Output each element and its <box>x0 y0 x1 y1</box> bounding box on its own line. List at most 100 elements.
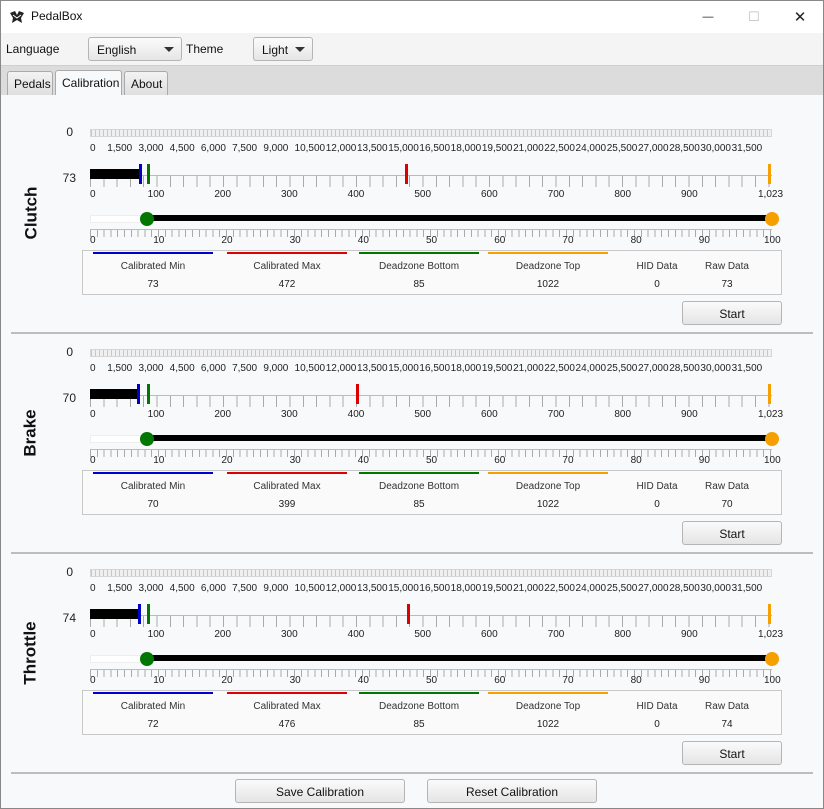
calibration-tick-label: 800 <box>614 189 632 200</box>
start-calibration-button[interactable]: Start <box>682 741 782 765</box>
output-range-high-handle[interactable] <box>765 652 779 666</box>
save-calibration-label: Save Calibration <box>275 785 365 799</box>
deadzone-bottom-header: Deadzone Bottom <box>378 701 460 712</box>
start-calibration-button[interactable]: Start <box>682 301 782 325</box>
calibrated-min-header: Calibrated Min <box>120 261 186 272</box>
deadzone-top-marker[interactable] <box>768 604 772 624</box>
deadzone-bottom-column: Deadzone Bottom 85 <box>359 691 479 736</box>
calibration-level-bar <box>90 609 140 619</box>
deadzone-bottom-marker[interactable] <box>146 384 150 404</box>
calibration-tick-label: 300 <box>281 629 298 640</box>
raw-tick-label: 31,500 <box>731 583 763 594</box>
output-range-low-handle[interactable] <box>139 432 154 446</box>
raw-tick-label: 15,000 <box>388 143 419 154</box>
percentage-tick-label: 60 <box>494 675 506 686</box>
raw-tick-label: 1,500 <box>107 143 133 154</box>
percentage-tick-label: 60 <box>494 235 506 246</box>
percentage-tick-label: 30 <box>289 455 301 466</box>
calibrated-max-marker[interactable] <box>404 164 408 184</box>
calibration-scale-labels: 0 100 200 300 400 500 600 700 800 900 1,023 <box>90 189 783 203</box>
calibration-level-bar <box>90 169 139 179</box>
close-button[interactable]: ✕ <box>777 1 823 33</box>
deadzone-bottom-column: Deadzone Bottom 85 <box>359 251 479 296</box>
raw-tick-label: 22,500 <box>544 583 575 594</box>
raw-tick-label: 13,500 <box>356 143 388 154</box>
tab-about[interactable]: About <box>124 71 168 96</box>
percentage-tick-label: 90 <box>698 455 710 466</box>
raw-slider-track[interactable] <box>90 349 772 357</box>
raw-tick-label: 9,000 <box>263 143 289 154</box>
raw-tick-label: 18,000 <box>450 363 482 374</box>
tab-calibration[interactable]: Calibration <box>55 70 122 97</box>
hid-data-value: 0 <box>654 499 660 510</box>
raw-tick-label: 3,000 <box>138 583 164 594</box>
calibration-tick-label: 800 <box>614 409 632 420</box>
hid-data-header: HID Data <box>636 261 678 272</box>
calibration-axis <box>90 175 772 187</box>
calibrated-max-color-bar <box>227 472 347 474</box>
raw-tick-label: 10,500 <box>294 363 326 374</box>
start-calibration-button[interactable]: Start <box>682 521 782 545</box>
raw-tick-label: 6,000 <box>200 363 226 374</box>
calibrated-min-marker[interactable] <box>136 384 140 404</box>
calibrated-min-marker[interactable] <box>138 164 142 184</box>
raw-tick-label: 16,500 <box>419 363 451 374</box>
calibration-tick-label: 100 <box>147 189 165 200</box>
raw-tick-label: 27,000 <box>637 363 669 374</box>
raw-tick-label: 25,500 <box>606 363 638 374</box>
raw-tick-label: 4,500 <box>169 143 195 154</box>
output-range-line <box>146 215 772 221</box>
percentage-tick-label: 50 <box>426 675 438 686</box>
calibration-tick-label: 400 <box>347 629 365 640</box>
chevron-down-icon <box>295 47 305 52</box>
raw-tick-label: 4,500 <box>169 363 195 374</box>
pedal-name: Brake <box>19 373 43 493</box>
deadzone-top-header: Deadzone Top <box>515 701 581 712</box>
language-select[interactable]: English <box>88 37 182 61</box>
raw-tick-label: 27,000 <box>637 583 669 594</box>
output-range-low-handle[interactable] <box>139 212 154 226</box>
output-range-unused <box>90 655 147 663</box>
calibrated-max-marker[interactable] <box>407 604 411 624</box>
deadzone-top-marker[interactable] <box>768 384 772 404</box>
output-range-high-handle[interactable] <box>765 432 779 446</box>
calibrated-min-color-bar <box>93 692 213 694</box>
percentage-tick-label: 100 <box>764 455 781 466</box>
tab-pedals[interactable]: Pedals <box>7 71 53 96</box>
minimize-button[interactable]: — <box>685 1 731 33</box>
output-range-low-handle[interactable] <box>139 652 154 666</box>
raw-data-value: 74 <box>721 719 733 730</box>
output-range-high-handle[interactable] <box>765 212 779 226</box>
output-range-slider[interactable] <box>90 431 779 447</box>
calibrated-min-color-bar <box>93 472 213 474</box>
raw-value-readout: 0 <box>66 125 73 139</box>
raw-scale-labels: 0 1,500 3,000 4,500 6,000 7,500 9,000 10,500 12,… <box>90 363 772 377</box>
output-range-slider[interactable] <box>90 211 779 227</box>
raw-tick-label: 22,500 <box>544 363 575 374</box>
tab-calibration-label: Calibration <box>62 76 120 90</box>
save-calibration-button[interactable]: Save Calibration <box>235 779 405 803</box>
output-range-slider[interactable] <box>90 651 779 667</box>
raw-tick-label: 0 <box>90 143 96 154</box>
maximize-button[interactable]: ☐ <box>731 1 777 33</box>
raw-data-column: Raw Data 70 <box>693 471 761 516</box>
raw-slider-track[interactable] <box>90 129 772 137</box>
start-button-label: Start <box>719 307 745 321</box>
calibrated-max-marker[interactable] <box>356 384 359 404</box>
deadzone-bottom-marker[interactable] <box>146 164 150 184</box>
reset-calibration-button[interactable]: Reset Calibration <box>427 779 597 803</box>
percentage-axis <box>90 449 772 457</box>
deadzone-bottom-marker[interactable] <box>146 604 150 624</box>
percentage-tick-label: 70 <box>562 455 574 466</box>
raw-slider-track[interactable] <box>90 569 772 577</box>
calibration-scale-labels: 0 100 200 300 400 500 600 700 800 900 1,023 <box>90 629 783 643</box>
raw-tick-label: 9,000 <box>263 363 289 374</box>
deadzone-top-marker[interactable] <box>768 164 772 184</box>
calibrated-max-header: Calibrated Max <box>253 481 321 492</box>
calibrated-min-column: Calibrated Min 72 <box>93 691 213 736</box>
calibrated-min-marker[interactable] <box>138 604 141 624</box>
percentage-tick-label: 20 <box>221 675 233 686</box>
theme-select[interactable]: Light <box>253 37 313 61</box>
raw-scale-labels: 0 1,500 3,000 4,500 6,000 7,500 9,000 10,500 12,… <box>90 143 772 157</box>
calibrated-value-readout: 70 <box>62 391 76 405</box>
